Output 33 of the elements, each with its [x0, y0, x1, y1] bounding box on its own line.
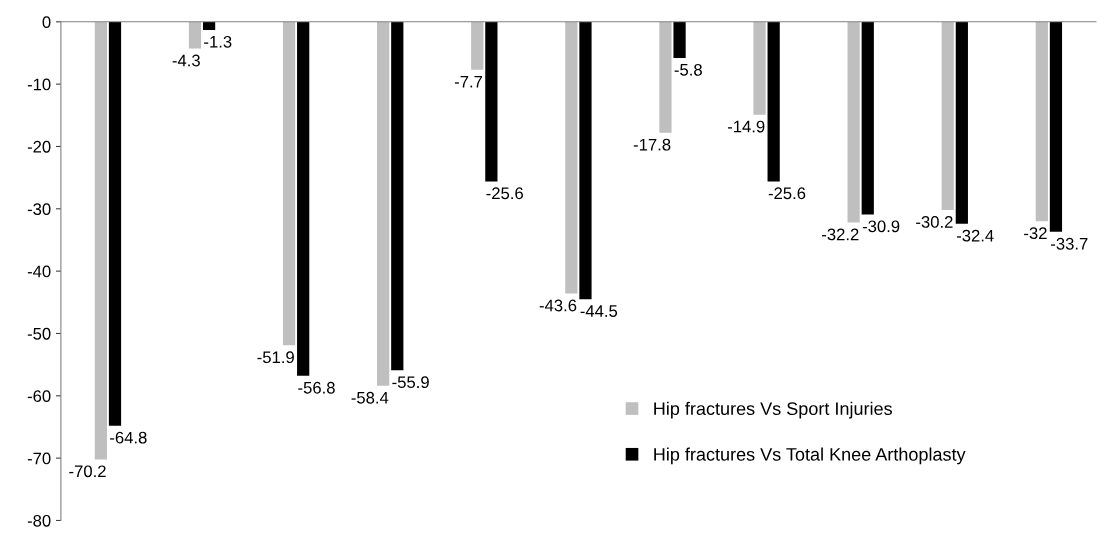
data-label: -58.4: [351, 391, 389, 404]
data-label: -43.6: [539, 299, 577, 312]
data-label: -56.8: [298, 381, 335, 394]
y-tick-label: -40: [27, 265, 51, 278]
y-tick-label: -70: [27, 452, 51, 465]
y-tick-label: -50: [27, 327, 51, 340]
y-tick-label: -60: [27, 390, 51, 403]
y-tick-label: -30: [27, 203, 51, 216]
data-label: -51.9: [257, 351, 294, 364]
data-label: -17.8: [633, 138, 671, 151]
data-label: -5.8: [674, 63, 702, 76]
data-label: -55.9: [392, 376, 429, 389]
data-label: -30.2: [916, 216, 953, 228]
data-label: -25.6: [768, 187, 806, 200]
data-label: -32.4: [956, 229, 994, 242]
y-tick-label: -20: [27, 140, 51, 153]
legend-label: Hip fractures Vs Sport Injuries: [654, 401, 892, 419]
y-tick-label: -10: [27, 78, 51, 91]
legend-label: Hip fractures Vs Total Knee Arthoplasty: [654, 447, 966, 465]
data-label: -25.6: [486, 187, 523, 200]
data-label: -33.7: [1051, 237, 1088, 250]
data-label: -1.3: [204, 35, 232, 48]
data-label: -7.7: [454, 75, 483, 88]
data-label: -44.5: [580, 305, 618, 317]
data-label: -32: [1024, 227, 1047, 240]
data-label: -4.3: [172, 54, 200, 67]
y-tick-label: -80: [27, 514, 51, 527]
data-label: -70.2: [69, 465, 106, 478]
data-label: -64.8: [110, 431, 147, 444]
data-label: -32.2: [822, 228, 859, 241]
y-tick-label: 0: [42, 16, 51, 28]
data-label: -14.9: [727, 120, 765, 133]
data-label: -30.9: [862, 220, 900, 233]
